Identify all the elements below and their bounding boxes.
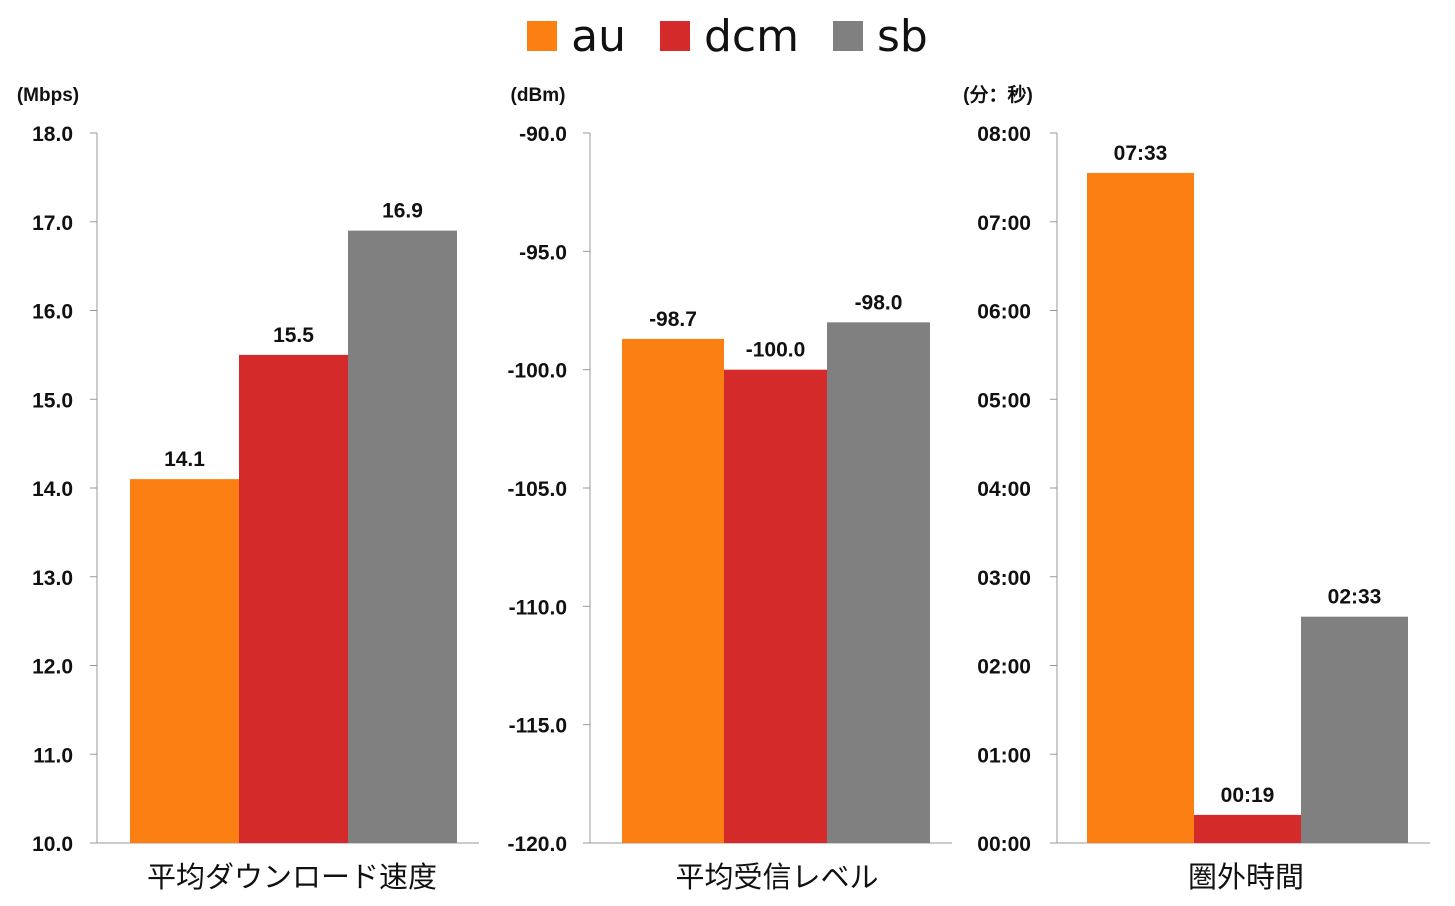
y-tick-label-2-4: 04:00 [977,478,1031,501]
legend-label-au: au [571,10,626,62]
bar-0-sb [348,230,457,843]
y-tick-label-2-6: 06:00 [977,301,1031,324]
category-label-1: 平均受信レベル [675,861,878,894]
y-tick-label-2-0: 00:00 [977,833,1031,856]
bar-2-au [1087,172,1194,843]
y-tick-label-1-1: -115.0 [509,715,567,738]
y-tick-label-0-1: 11.0 [33,744,73,767]
y-tick-label-1-2: -110.0 [509,596,567,619]
y-tick-label-1-5: -95.0 [519,241,567,264]
bar-0-au [130,479,239,843]
data-label-2-au: 07:33 [1114,142,1168,165]
chart-legend: au dcm sb [0,8,1455,64]
y-axis-unit-0: (Mbps) [17,85,79,106]
y-tick-label-0-2: 12.0 [32,656,73,679]
y-axis-unit-2: (分：秒) [963,83,1033,106]
bar-1-au [622,338,724,843]
legend-item-dcm: dcm [660,11,799,62]
y-tick-label-0-6: 16.0 [32,301,73,324]
data-label-0-dcm: 15.5 [273,324,314,347]
bar-1-sb [827,322,930,843]
legend-label-dcm: dcm [704,10,799,62]
legend-item-sb: sb [832,10,928,62]
data-label-1-au: -98.7 [649,308,697,331]
data-label-1-sb: -98.0 [855,291,903,314]
bar-0-dcm [239,354,348,843]
y-tick-label-0-4: 14.0 [32,478,73,501]
data-label-0-sb: 16.9 [382,200,423,223]
y-tick-label-0-3: 13.0 [32,567,73,590]
y-tick-label-0-5: 15.0 [32,389,73,412]
y-tick-label-1-4: -100.0 [507,360,567,383]
category-label-0: 平均ダウンロード速度 [147,861,437,894]
legend-swatch-sb [832,21,863,51]
y-tick-label-1-3: -105.0 [507,478,567,501]
y-tick-label-2-5: 05:00 [977,389,1031,412]
y-tick-label-0-8: 18.0 [32,123,73,146]
legend-swatch-dcm [660,21,690,51]
y-tick-label-2-2: 02:00 [977,656,1031,679]
category-label-2: 圏外時間 [1188,861,1304,894]
bar-1-dcm [724,369,827,843]
data-label-1-dcm: -100.0 [746,339,806,362]
y-tick-label-1-0: -120.0 [507,833,567,856]
bar-2-dcm [1194,814,1301,843]
legend-label-sb: sb [876,10,928,62]
legend-item-au: au [527,11,626,62]
data-label-0-au: 14.1 [164,448,205,471]
y-tick-label-2-8: 08:00 [977,123,1031,146]
y-tick-label-2-1: 01:00 [977,744,1031,767]
y-tick-label-0-7: 17.0 [32,212,73,235]
data-label-2-sb: 02:33 [1328,586,1382,609]
data-label-2-dcm: 00:19 [1221,784,1275,807]
y-tick-label-0-0: 10.0 [32,833,73,856]
legend-swatch-au [527,21,558,51]
bar-2-sb [1301,616,1408,843]
y-tick-label-2-3: 03:00 [977,567,1031,590]
y-tick-label-1-6: -90.0 [519,123,567,146]
y-tick-label-2-7: 07:00 [977,212,1031,235]
y-axis-unit-1: (dBm) [511,85,566,106]
